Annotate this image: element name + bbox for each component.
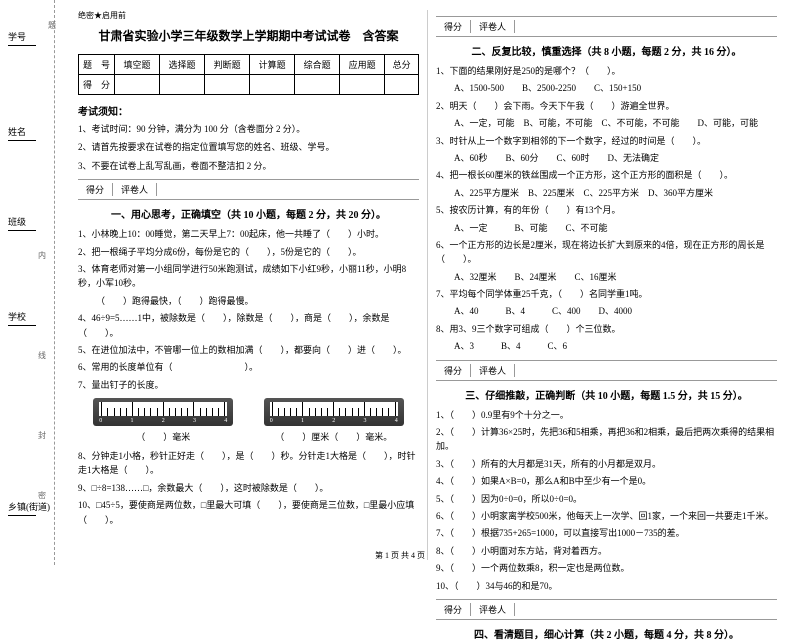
mark-xian: 线 <box>38 350 46 361</box>
cell <box>160 75 205 95</box>
reviewer-label-3: 评卷人 <box>471 364 515 377</box>
q3-9: 9、（ ）一个两位数乘8，积一定也是两位数。 <box>436 561 777 575</box>
q2-1: 1、下面的结果刚好是250的是哪个？（ ）。 <box>436 64 777 78</box>
notice-title: 考试须知： <box>78 103 419 118</box>
th-comp: 综合题 <box>295 55 340 75</box>
ruler-left: 01234 （ ）毫米 <box>93 398 233 443</box>
q3-1: 1、（ ）0.9里有9个十分之一。 <box>436 408 777 422</box>
score-label: 得分 <box>78 183 113 196</box>
th-num: 题 号 <box>79 55 115 75</box>
exam-title: 甘肃省实验小学三年级数学上学期期中考试试卷 含答案 <box>78 27 419 44</box>
section-bar-1: 得分 评卷人 <box>78 179 419 200</box>
cell <box>205 75 250 95</box>
q1-2: 2、把一根绳子平均分成6份，每份是它的（ ），5份是它的（ ）。 <box>78 245 419 259</box>
class-label: 班级 <box>8 215 26 228</box>
q2-7o: A、40 B、4 C、400 D、4000 <box>454 304 777 318</box>
q1-3b: （ ）跑得最快，（ ）跑得最慢。 <box>96 294 419 308</box>
q2-5o: A、一定 B、可能 C、不可能 <box>454 221 777 235</box>
q2-3o: A、60秒 B、60分 C、60时 D、无法确定 <box>454 151 777 165</box>
ruler-right-label: （ ）厘米（ ）毫米。 <box>264 430 404 443</box>
score-table: 题 号 填空题 选择题 判断题 计算题 综合题 应用题 总分 得 分 <box>78 54 419 95</box>
section-3-title: 三、仔细推敲，正确判断（共 10 小题，每题 1.5 分，共 15 分）。 <box>436 387 777 402</box>
cell <box>385 75 419 95</box>
cell <box>340 75 385 95</box>
q2-6o: A、32厘米 B、24厘米 C、16厘米 <box>454 270 777 284</box>
q1-9: 9、□÷8=138……□，余数最大（ ），这时被除数是（ ）。 <box>78 481 419 495</box>
notice-3: 3、不要在试卷上乱写乱画，卷面不整洁扣 2 分。 <box>78 159 419 173</box>
confidential-note: 绝密★启用前 <box>78 10 419 21</box>
q1-4: 4、46÷9=5……1中，被除数是（ ），除数是（ ），商是（ ），余数是（ ）… <box>78 311 419 340</box>
class-line <box>8 230 36 231</box>
q1-10: 10、□45÷5，要使商是两位数，□里最大可填（ ），要使商是三位数，□里最小应… <box>78 498 419 527</box>
q2-6: 6、一个正方形的边长是2厘米，现在将边长扩大到原来的4倍，现在正方形的周长是（ … <box>436 238 777 267</box>
section-bar-2: 得分 评卷人 <box>436 16 777 37</box>
ruler-right: 01234 （ ）厘米（ ）毫米。 <box>264 398 404 443</box>
name-label: 姓名 <box>8 125 26 138</box>
reviewer-label-4: 评卷人 <box>471 603 515 616</box>
score-label-4: 得分 <box>436 603 471 616</box>
ruler-left-label: （ ）毫米 <box>93 430 233 443</box>
q3-7: 7、（ ）根据735+265=1000，可以直接写出1000－735的差。 <box>436 526 777 540</box>
page-footer: 第 1 页 共 4 页 <box>0 550 800 561</box>
mark-feng: 封 <box>38 430 46 441</box>
section-4-title: 四、看清题目，细心计算（共 2 小题，每题 4 分，共 8 分）。 <box>436 626 777 641</box>
section-2-title: 二、反复比较，慎重选择（共 8 小题，每题 2 分，共 16 分）。 <box>436 43 777 58</box>
name-line <box>8 140 36 141</box>
q2-8o: A、3 B、4 C、6 <box>454 339 777 353</box>
q1-5: 5、在进位加法中，不管哪一位上的数相加满（ ），都要向（ ）进（ ）。 <box>78 343 419 357</box>
ruler-img-right: 01234 <box>264 398 404 426</box>
section-bar-3: 得分 评卷人 <box>436 360 777 381</box>
score-label-3: 得分 <box>436 364 471 377</box>
cell <box>250 75 295 95</box>
q2-7: 7、平均每个同学体重25千克，（ ）名同学重1吨。 <box>436 287 777 301</box>
q2-5: 5、按农历计算，有的年份（ ）有13个月。 <box>436 203 777 217</box>
q1-6: 6、常用的长度单位有（ ）。 <box>78 360 419 374</box>
th-judge: 判断题 <box>205 55 250 75</box>
ruler-img-left: 01234 <box>93 398 233 426</box>
q1-7: 7、量出钉子的长度。 <box>78 378 419 392</box>
student-id-label: 学号 <box>8 30 26 43</box>
q1-8: 8、分钟走1小格，秒针正好走（ ），是（ ）秒。分针走1大格是（ ），时针走1大… <box>78 449 419 478</box>
mark-nei: 内 <box>38 250 46 261</box>
school-label: 学校 <box>8 310 26 323</box>
q2-3: 3、时针从上一个数字到相邻的下一个数字，经过的时间是（ ）。 <box>436 134 777 148</box>
rulers: 01234 （ ）毫米 01234 <box>78 398 419 443</box>
q3-4: 4、（ ）如果A×B=0，那么A和B中至少有一个是0。 <box>436 474 777 488</box>
th-fill: 填空题 <box>115 55 160 75</box>
q2-2: 2、明天（ ）会下雨。今天下午我（ ）游遍全世界。 <box>436 99 777 113</box>
section-bar-4: 得分 评卷人 <box>436 599 777 620</box>
q3-3: 3、（ ）所有的大月都是31天，所有的小月都是双月。 <box>436 457 777 471</box>
th-total: 总分 <box>385 55 419 75</box>
q3-2: 2、（ ）计算36×25时，先把36和5相乘，再把36和2相乘，最后把两次乘得的… <box>436 425 777 454</box>
q2-4: 4、把一根长60厘米的铁丝围成一个正方形，这个正方形的面积是（ ）。 <box>436 168 777 182</box>
town-line <box>8 515 36 516</box>
reviewer-label: 评卷人 <box>113 183 157 196</box>
notice-1: 1、考试时间：90 分钟，满分为 100 分（含卷面分 2 分）。 <box>78 122 419 136</box>
th-choice: 选择题 <box>160 55 205 75</box>
th-calc: 计算题 <box>250 55 295 75</box>
q2-1o: A、1500-500 B、2500-2250 C、150+150 <box>454 81 777 95</box>
reviewer-label-2: 评卷人 <box>471 20 515 33</box>
q3-6: 6、（ ）小明家离学校500米，他每天上一次学、回1家，一个来回一共要走1千米。 <box>436 509 777 523</box>
cell <box>115 75 160 95</box>
edge-label: 题 <box>48 20 56 31</box>
th-app: 应用题 <box>340 55 385 75</box>
q1-1: 1、小林晚上10：00睡觉，第二天早上7：00起床，他一共睡了（ ）小时。 <box>78 227 419 241</box>
q2-8: 8、用3、9三个数字可组成（ ）个三位数。 <box>436 322 777 336</box>
section-1-title: 一、用心思考，正确填空（共 10 小题，每题 2 分，共 20 分）。 <box>78 206 419 221</box>
cell <box>295 75 340 95</box>
q2-2o: A、一定，可能 B、可能，不可能 C、不可能，不可能 D、可能，可能 <box>454 116 777 130</box>
q1-3: 3、体育老师对第一小组同学进行50米跑测试，成绩如下小红9秒，小丽11秒，小明8… <box>78 262 419 291</box>
school-line <box>8 325 36 326</box>
town-label: 乡镇(街道) <box>8 500 50 513</box>
q3-10: 10、（ ）34与46的和是70。 <box>436 579 777 593</box>
student-id-line <box>8 45 36 46</box>
mark-mi: 密 <box>38 490 46 501</box>
notice-2: 2、请首先按要求在试卷的指定位置填写您的姓名、班级、学号。 <box>78 140 419 154</box>
q2-4o: A、225平方厘米 B、225厘米 C、225平方米 D、360平方厘米 <box>454 186 777 200</box>
q3-5: 5、（ ）因为0÷0=0，所以0÷0=0。 <box>436 492 777 506</box>
td-score: 得 分 <box>79 75 115 95</box>
score-label-2: 得分 <box>436 20 471 33</box>
